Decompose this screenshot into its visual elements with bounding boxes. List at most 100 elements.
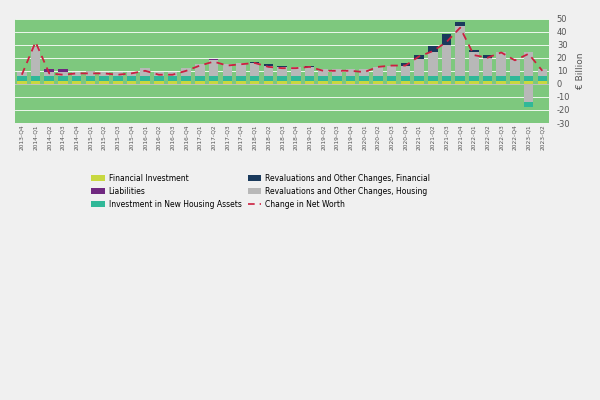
Bar: [127, 76, 136, 81]
Bar: [387, 76, 397, 81]
Bar: [263, 66, 273, 76]
Bar: [332, 70, 341, 76]
Bar: [236, 76, 246, 81]
Bar: [469, 50, 479, 52]
Bar: [401, 76, 410, 81]
Bar: [332, 81, 341, 84]
Bar: [209, 59, 218, 60]
Bar: [387, 81, 397, 84]
Bar: [223, 76, 232, 81]
Bar: [524, 102, 533, 107]
Bar: [31, 76, 40, 81]
Bar: [86, 71, 95, 76]
Bar: [140, 68, 150, 76]
Bar: [58, 70, 68, 72]
Bar: [346, 76, 355, 81]
Bar: [496, 52, 506, 76]
Bar: [414, 59, 424, 76]
Bar: [127, 72, 136, 76]
Bar: [250, 81, 259, 84]
Bar: [442, 45, 451, 76]
Bar: [428, 46, 437, 52]
Bar: [291, 81, 301, 84]
Bar: [305, 66, 314, 67]
Bar: [373, 67, 383, 76]
Bar: [195, 76, 205, 81]
Bar: [195, 81, 205, 84]
Bar: [510, 60, 520, 76]
Bar: [455, 76, 465, 81]
Bar: [346, 81, 355, 84]
Bar: [209, 76, 218, 81]
Bar: [373, 76, 383, 81]
Bar: [154, 72, 164, 76]
Bar: [538, 81, 547, 84]
Bar: [17, 76, 26, 81]
Bar: [127, 81, 136, 84]
Bar: [305, 76, 314, 81]
Bar: [538, 70, 547, 76]
Bar: [319, 76, 328, 81]
Bar: [305, 67, 314, 76]
Bar: [277, 81, 287, 84]
Bar: [236, 81, 246, 84]
Bar: [428, 76, 437, 81]
Bar: [140, 81, 150, 84]
Bar: [263, 64, 273, 66]
Bar: [401, 66, 410, 76]
Bar: [113, 72, 122, 76]
Bar: [263, 81, 273, 84]
Bar: [414, 81, 424, 84]
Bar: [181, 81, 191, 84]
Bar: [195, 64, 205, 76]
Bar: [483, 55, 493, 58]
Bar: [442, 76, 451, 81]
Bar: [373, 81, 383, 84]
Bar: [469, 76, 479, 81]
Bar: [469, 81, 479, 84]
Bar: [154, 76, 164, 81]
Bar: [346, 70, 355, 76]
Bar: [99, 76, 109, 81]
Bar: [305, 81, 314, 84]
Bar: [99, 81, 109, 84]
Bar: [209, 60, 218, 76]
Bar: [442, 34, 451, 45]
Bar: [442, 81, 451, 84]
Bar: [263, 76, 273, 81]
Bar: [319, 81, 328, 84]
Bar: [496, 76, 506, 81]
Bar: [359, 81, 369, 84]
Bar: [44, 70, 54, 72]
Bar: [359, 76, 369, 81]
Bar: [538, 76, 547, 81]
Bar: [181, 76, 191, 81]
Bar: [291, 76, 301, 81]
Bar: [181, 68, 191, 76]
Bar: [455, 81, 465, 84]
Bar: [17, 72, 26, 76]
Bar: [483, 76, 493, 81]
Bar: [455, 22, 465, 26]
Bar: [496, 81, 506, 84]
Bar: [277, 67, 287, 76]
Bar: [168, 81, 178, 84]
Bar: [291, 67, 301, 76]
Bar: [401, 81, 410, 84]
Bar: [455, 26, 465, 76]
Bar: [17, 81, 26, 84]
Bar: [86, 81, 95, 84]
Bar: [44, 81, 54, 84]
Bar: [483, 58, 493, 76]
Bar: [524, 84, 533, 102]
Bar: [510, 76, 520, 81]
Bar: [223, 81, 232, 84]
Bar: [277, 76, 287, 81]
Bar: [168, 76, 178, 81]
Bar: [113, 76, 122, 81]
Bar: [359, 70, 369, 76]
Bar: [319, 70, 328, 76]
Bar: [401, 63, 410, 66]
Y-axis label: € Billion: € Billion: [576, 52, 585, 89]
Bar: [72, 76, 82, 81]
